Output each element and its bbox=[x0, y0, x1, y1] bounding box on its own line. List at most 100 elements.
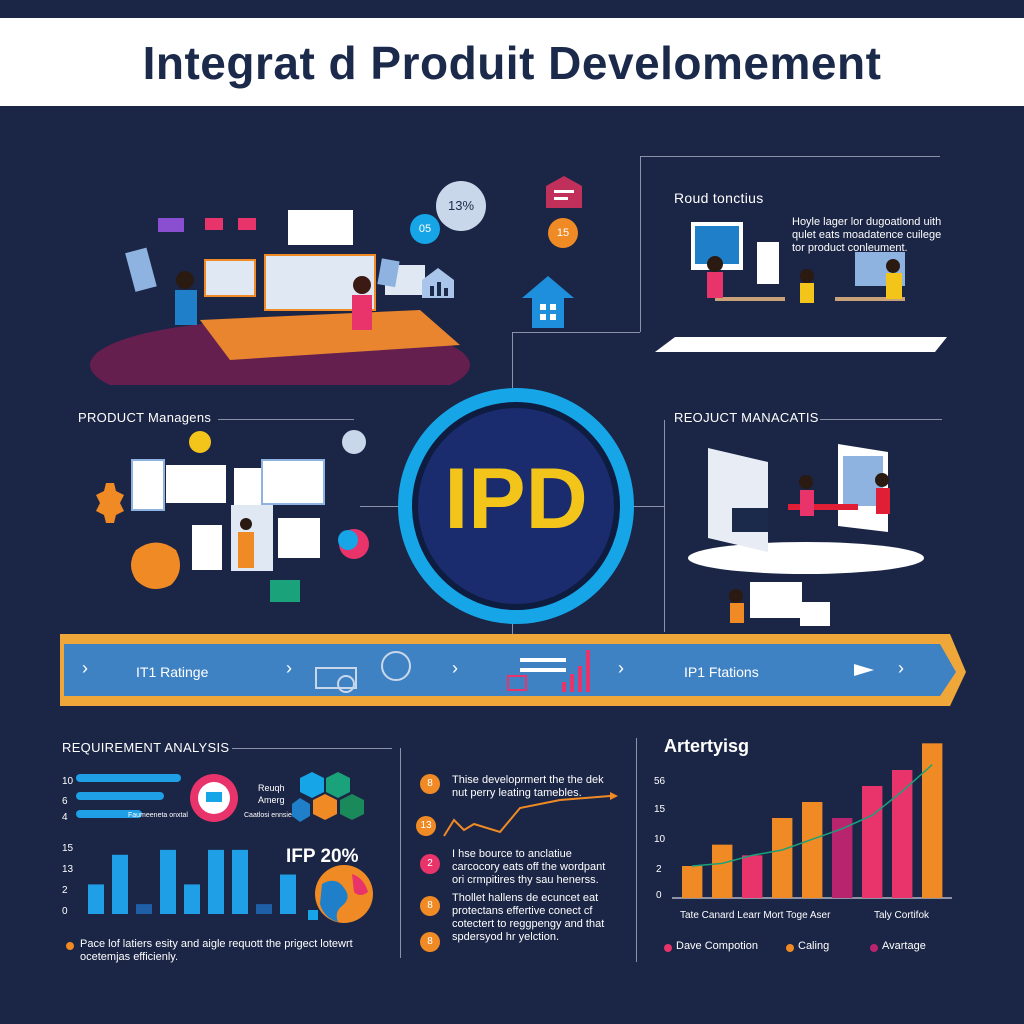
ipd-label: IPD bbox=[444, 451, 588, 547]
artertying-bar bbox=[922, 743, 943, 898]
step-text: Thollet hallens de ecuncet eat protectan… bbox=[452, 892, 605, 943]
top-right-description: Hoyle lager lor dugoatlond uith qulet ea… bbox=[792, 216, 942, 254]
building-chart-icon bbox=[422, 268, 454, 298]
step-badge: 13 bbox=[416, 816, 436, 836]
hbar-tick: 4 bbox=[62, 812, 68, 823]
timeline-right-label: IP1 Ftations bbox=[684, 664, 759, 680]
timeline-tools-icon bbox=[315, 651, 411, 693]
step-badge: 2 bbox=[420, 854, 440, 874]
title-banner bbox=[0, 18, 1024, 106]
y-tick: 10 bbox=[654, 834, 666, 845]
y-tick: 13 bbox=[62, 864, 74, 875]
artertying-bar-chart bbox=[672, 743, 952, 899]
y-tick: 2 bbox=[62, 885, 68, 896]
requirement-hbar-chart bbox=[76, 774, 186, 824]
requirement-footer: Pace lof latiers esity and aigle requott… bbox=[80, 938, 353, 963]
connector-line bbox=[664, 420, 665, 632]
connector-line bbox=[360, 506, 398, 507]
chart-card-icon bbox=[546, 176, 582, 208]
artertying-bar bbox=[892, 770, 913, 898]
timeline-arrow: › bbox=[898, 658, 904, 678]
legend-marker bbox=[870, 944, 878, 952]
connector-line bbox=[640, 156, 641, 332]
requirement-bar bbox=[160, 849, 176, 914]
artertying-bar bbox=[832, 818, 853, 898]
research-hub-label: Reuqh Amerg bbox=[258, 783, 285, 805]
timeline-arrow: › bbox=[618, 658, 624, 678]
requirement-bar bbox=[88, 884, 104, 914]
page-title: Integrat d Produit Develomement bbox=[142, 37, 882, 89]
timeline-arrow: › bbox=[82, 658, 88, 678]
y-tick: 15 bbox=[654, 804, 666, 815]
artertying-bar bbox=[772, 818, 793, 898]
artertying-bar bbox=[742, 855, 763, 898]
timeline-arrows: › › › › › bbox=[80, 658, 960, 686]
section-divider bbox=[218, 419, 354, 420]
y-tick: 56 bbox=[654, 776, 666, 787]
globe-icon bbox=[308, 865, 373, 923]
product-managers-illustration bbox=[96, 430, 369, 602]
timeline-arrow: › bbox=[286, 658, 292, 678]
legend-label: Avartage bbox=[882, 940, 926, 952]
requirement-bar bbox=[136, 904, 152, 914]
percent-badge: 13% bbox=[436, 181, 486, 231]
timeline-band bbox=[60, 634, 966, 706]
top-right-heading: Roud tonctius bbox=[674, 190, 764, 206]
hbar-tick: 10 bbox=[62, 776, 74, 787]
count-badge: 15 bbox=[548, 218, 578, 248]
home-icon bbox=[522, 276, 574, 328]
ipd-core bbox=[412, 402, 620, 610]
step-badge: 8 bbox=[420, 932, 440, 952]
bullet-dot bbox=[66, 942, 74, 950]
chart-legend: Dave Compotion Caling Avartage bbox=[664, 940, 954, 956]
y-tick: 0 bbox=[656, 890, 662, 901]
section-divider bbox=[636, 738, 637, 962]
trend-line bbox=[692, 764, 933, 867]
timeline-growth-icon bbox=[507, 650, 590, 692]
timeline-left-label: IT1 Ratinge bbox=[136, 664, 209, 680]
hbar bbox=[76, 774, 181, 782]
hbar-note: Faumeeneta onxtal bbox=[128, 812, 188, 819]
artertying-bar bbox=[862, 786, 883, 898]
artertying-heading: Artertyisg bbox=[664, 736, 750, 756]
connector-line bbox=[640, 156, 940, 157]
left-mid-heading: PRODUCT Managens bbox=[78, 410, 212, 425]
timeline-fast-forward-icon bbox=[854, 664, 874, 676]
x-axis-labels: Taly Cortifok bbox=[874, 910, 930, 921]
requirement-bar bbox=[184, 884, 200, 914]
steps-trend-line bbox=[443, 792, 618, 837]
requirement-bar bbox=[232, 849, 248, 914]
hbar-tick: 6 bbox=[62, 796, 68, 807]
requirement-bar bbox=[208, 849, 224, 914]
y-tick: 2 bbox=[656, 864, 662, 875]
x-axis-labels: Tate Canard Learr Mort Toge Aser bbox=[680, 910, 831, 921]
team-meeting-illustration bbox=[90, 210, 470, 385]
research-gear-icon bbox=[190, 774, 238, 822]
y-tick: 15 bbox=[62, 843, 74, 854]
legend-marker bbox=[664, 944, 672, 952]
requirement-bar-chart bbox=[88, 849, 296, 914]
connector-line bbox=[512, 332, 513, 388]
hexagon-cluster-icon bbox=[292, 772, 364, 822]
legend-label: Caling bbox=[798, 940, 830, 952]
connector-line bbox=[512, 624, 513, 634]
section-divider bbox=[820, 419, 942, 420]
connector-line bbox=[512, 332, 640, 333]
hbar bbox=[76, 810, 142, 818]
requirement-bar bbox=[112, 854, 128, 914]
count-badge: 05 bbox=[410, 214, 440, 244]
legend-label: Dave Compotion bbox=[676, 940, 758, 952]
step-badge: 8 bbox=[420, 896, 440, 916]
artertying-bar bbox=[712, 844, 733, 898]
step-text: I hse bource to anclatiue carcocory eats… bbox=[452, 848, 606, 886]
step-badge: 8 bbox=[420, 774, 440, 794]
requirement-bar bbox=[256, 904, 272, 914]
y-tick: 0 bbox=[62, 906, 68, 917]
legend-marker bbox=[786, 944, 794, 952]
requirement-bar bbox=[280, 874, 296, 914]
office-work-illustration bbox=[655, 222, 947, 352]
ifp-percent-label: IFP 20% bbox=[286, 846, 359, 867]
connector-line bbox=[634, 506, 664, 507]
right-mid-heading: REOJUCT MANACATIS bbox=[674, 410, 819, 425]
artertying-bar bbox=[802, 802, 823, 898]
